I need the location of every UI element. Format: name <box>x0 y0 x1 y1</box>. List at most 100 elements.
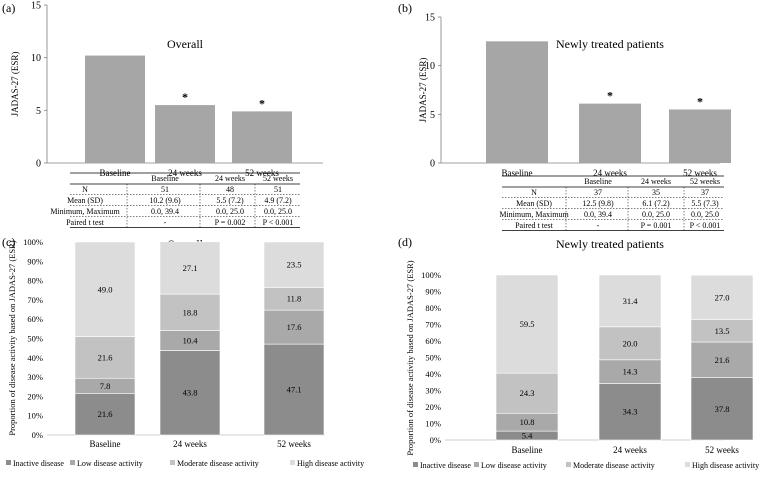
y-tick-label: 5 <box>36 106 41 117</box>
y-tick-label: 10% <box>425 419 441 429</box>
legend-swatch <box>474 462 479 467</box>
stacked-segment <box>690 377 754 441</box>
segment-data-label: 11.8 <box>287 294 302 304</box>
y-tick-label: 30% <box>425 386 441 396</box>
legend-label: Moderate disease activity <box>177 459 259 468</box>
segment-data-label: 10.8 <box>520 417 535 427</box>
legend-label: Inactive disease <box>13 459 64 468</box>
legend-swatch <box>685 462 690 467</box>
y-tick-label: 60% <box>425 336 441 346</box>
stacked-segment <box>690 341 754 378</box>
segment-data-label: 20.0 <box>623 338 638 348</box>
y-tick-label: 10 <box>31 53 41 64</box>
segment-data-label: 27.1 <box>183 263 198 273</box>
bar <box>232 111 292 163</box>
table-cell: - <box>164 218 167 227</box>
legend-swatch <box>70 460 75 465</box>
segment-data-label: 47.1 <box>287 385 302 395</box>
stacked-segment <box>495 274 559 374</box>
table-header-cell: 24 weeks <box>215 174 245 183</box>
table-cell: - <box>597 221 600 230</box>
segment-data-label: 18.8 <box>183 307 198 317</box>
y-axis-label: JADAS-27 (ESR) <box>10 52 20 117</box>
stacked-segment <box>598 326 662 361</box>
legend-label: Moderate disease activity <box>573 461 655 470</box>
y-tick-label: 80% <box>27 276 43 286</box>
stacked-segment <box>598 383 662 441</box>
y-tick-label: 20% <box>425 402 441 412</box>
table-cell: 51 <box>161 185 169 194</box>
y-tick-label: 0% <box>430 435 441 445</box>
x-tick-label: Baseline <box>502 168 533 178</box>
table-cell: 35 <box>652 188 660 197</box>
y-tick-label: 20% <box>27 391 43 401</box>
table-cell: P = 0.002 <box>215 218 246 227</box>
segment-data-label: 27.0 <box>715 292 730 302</box>
table-cell: Paired t test <box>66 218 105 227</box>
y-tick-label: 50% <box>425 353 441 363</box>
chart-c: OverallProportion of disease activity ba… <box>6 237 364 468</box>
panel-label-a: (a) <box>2 1 15 15</box>
y-tick-label: 0 <box>36 159 41 170</box>
segment-data-label: 17.6 <box>287 322 302 332</box>
table-cell: P < 0.001 <box>263 218 294 227</box>
segment-data-label: 31.4 <box>623 296 639 306</box>
stacked-segment <box>159 350 221 436</box>
table-header-cell: 52 weeks <box>263 174 293 183</box>
stacked-segment <box>263 343 325 436</box>
stacked-segment <box>598 274 662 328</box>
y-tick-label: 90% <box>425 287 441 297</box>
y-tick-label: 60% <box>27 314 43 324</box>
legend-swatch <box>413 462 418 467</box>
table-cell: 37 <box>594 188 602 197</box>
y-tick-label: 10 <box>425 61 435 72</box>
y-tick-label: 30% <box>27 372 43 382</box>
y-tick-label: 40% <box>425 369 441 379</box>
segment-data-label: 14.3 <box>623 367 638 377</box>
segment-data-label: 49.0 <box>98 284 113 294</box>
table-cell: Paired t test <box>515 221 554 230</box>
table-header-cell: Baseline <box>151 174 179 183</box>
legend-swatch <box>290 460 295 465</box>
y-tick-label: 15 <box>425 13 435 24</box>
stacked-segment <box>263 309 325 345</box>
table-header-cell: Baseline <box>584 177 612 186</box>
legend-label: High disease activity <box>692 461 759 470</box>
table-cell: 0.0, 25.0 <box>216 207 244 216</box>
legend-swatch <box>6 460 11 465</box>
table-header-cell: 52 weeks <box>690 177 720 186</box>
table-cell: 10.2 (9.6) <box>149 196 181 205</box>
segment-data-label: 7.8 <box>100 381 111 391</box>
segment-data-label: 24.3 <box>520 388 535 398</box>
table-cell: 6.1 (7.2) <box>642 199 670 208</box>
segment-data-label: 34.3 <box>623 407 638 417</box>
y-tick-label: 70% <box>27 295 43 305</box>
chart-title: Overall <box>167 37 204 51</box>
legend-label: Low disease activity <box>77 459 143 468</box>
table-cell: 37 <box>701 188 709 197</box>
table-cell: 51 <box>274 185 282 194</box>
significance-marker: * <box>607 89 613 103</box>
table-cell: 0.0, 25.0 <box>691 210 719 219</box>
x-tick-label: 52 weeks <box>277 439 311 449</box>
segment-data-label: 59.5 <box>520 319 535 329</box>
segment-data-label: 21.6 <box>715 355 730 365</box>
y-tick-label: 0% <box>32 430 43 440</box>
table-cell: 0.0, 25.0 <box>264 207 292 216</box>
segment-data-label: 10.4 <box>183 335 199 345</box>
segment-data-label: 13.5 <box>715 326 730 336</box>
legend-swatch <box>566 462 571 467</box>
table-cell: P = 0.001 <box>641 221 672 230</box>
table-cell: 5.5 (7.3) <box>691 199 719 208</box>
bar <box>579 103 641 163</box>
panel-label-c: (c) <box>2 235 15 249</box>
table-cell: Mean (SD) <box>516 199 552 208</box>
x-tick-label: 52 weeks <box>683 168 717 178</box>
table-header-cell: 24 weeks <box>641 177 671 186</box>
significance-marker: * <box>697 94 703 108</box>
segment-data-label: 43.8 <box>183 388 198 398</box>
y-axis-label: JADAS-27 (ESR) <box>418 58 428 123</box>
x-tick-label: Baseline <box>90 439 121 449</box>
